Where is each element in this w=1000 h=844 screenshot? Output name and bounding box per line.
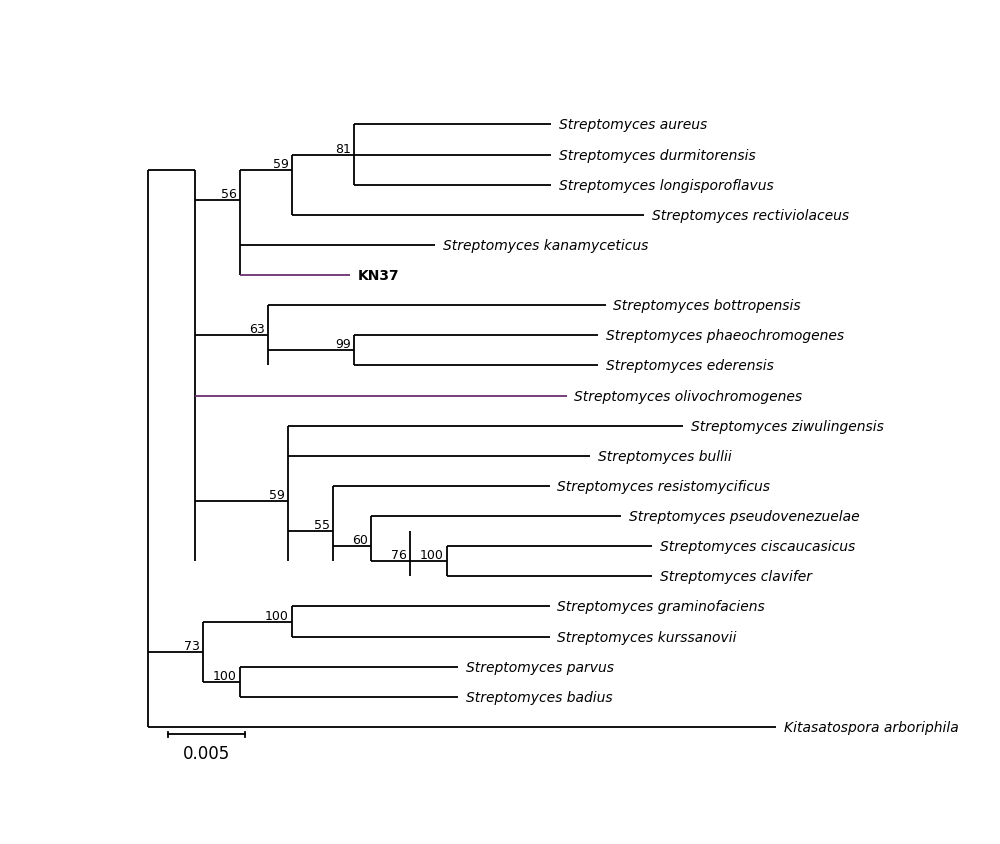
Text: Streptomyces phaeochromogenes: Streptomyces phaeochromogenes [606,329,844,343]
Text: Streptomyces durmitorensis: Streptomyces durmitorensis [559,149,756,162]
Text: 99: 99 [335,338,351,351]
Text: 76: 76 [391,549,407,561]
Text: Streptomyces kurssanovii: Streptomyces kurssanovii [557,630,737,644]
Text: Streptomyces bottropensis: Streptomyces bottropensis [613,299,801,313]
Text: Streptomyces kanamyceticus: Streptomyces kanamyceticus [443,239,648,252]
Text: 73: 73 [184,639,199,652]
Text: Streptomyces graminofaciens: Streptomyces graminofaciens [557,600,765,614]
Text: 0.005: 0.005 [183,744,230,761]
Text: Streptomyces ciscaucasicus: Streptomyces ciscaucasicus [660,539,855,554]
Text: 63: 63 [250,323,265,336]
Text: Streptomyces parvus: Streptomyces parvus [466,660,614,674]
Text: 59: 59 [269,489,285,501]
Text: 81: 81 [335,143,351,155]
Text: Streptomyces resistomycificus: Streptomyces resistomycificus [557,479,770,494]
Text: Streptomyces ederensis: Streptomyces ederensis [606,359,773,373]
Text: 100: 100 [265,609,289,622]
Text: 100: 100 [420,549,444,561]
Text: 100: 100 [213,669,237,682]
Text: Streptomyces ziwulingensis: Streptomyces ziwulingensis [691,419,884,433]
Text: 55: 55 [314,518,330,532]
Text: 56: 56 [221,187,237,201]
Text: Kitasatospora arboriphila: Kitasatospora arboriphila [784,720,958,734]
Text: Streptomyces badius: Streptomyces badius [466,690,613,704]
Text: Streptomyces bullii: Streptomyces bullii [598,449,732,463]
Text: Streptomyces clavifer: Streptomyces clavifer [660,570,812,584]
Text: Streptomyces aureus: Streptomyces aureus [559,118,707,133]
Text: Streptomyces pseudovenezuelae: Streptomyces pseudovenezuelae [629,510,859,523]
Text: Streptomyces longisporoflavus: Streptomyces longisporoflavus [559,179,774,192]
Text: Streptomyces olivochromogenes: Streptomyces olivochromogenes [574,389,803,403]
Text: KN37: KN37 [358,268,399,283]
Text: Streptomyces rectiviolaceus: Streptomyces rectiviolaceus [652,208,849,223]
Text: 59: 59 [273,158,289,170]
Text: 60: 60 [352,533,368,547]
